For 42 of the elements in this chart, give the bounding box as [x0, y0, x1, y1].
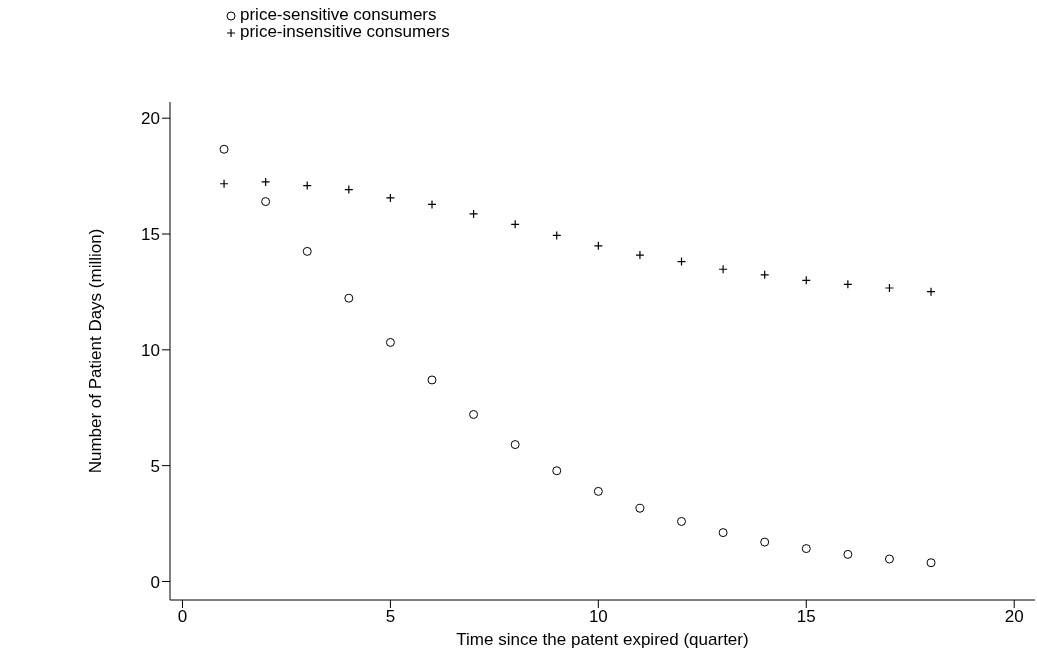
x-tick-label: 5: [385, 607, 396, 627]
y-tick-label: 15: [141, 225, 160, 245]
x-tick-label: 10: [588, 607, 608, 627]
point: [884, 554, 894, 564]
point: [219, 144, 229, 154]
x-axis-title: Time since the patent expired (quarter): [456, 630, 749, 649]
point: [219, 179, 229, 189]
point: [635, 250, 645, 260]
y-tick-label: 0: [150, 572, 160, 592]
y-axis-title: Number of Patient Days (million): [86, 228, 106, 474]
point: [510, 440, 520, 450]
point: [926, 287, 936, 297]
point: [593, 486, 603, 496]
point: [469, 409, 479, 419]
point: [468, 209, 479, 219]
y-tick-label: 20: [141, 109, 160, 129]
point: [843, 279, 853, 289]
point: [843, 549, 853, 559]
point: [261, 177, 271, 187]
point: [261, 197, 271, 207]
point: [718, 264, 728, 274]
y-tick-label: 10: [141, 340, 160, 360]
point: [760, 537, 770, 547]
point: [344, 293, 354, 303]
x-tick-label: 0: [177, 607, 188, 627]
y-tick-label: 5: [150, 456, 160, 476]
point: [302, 246, 312, 256]
x-tick-label: 20: [1004, 607, 1024, 627]
legend-label: price-sensitive consumers: [240, 5, 437, 24]
point: [926, 558, 936, 568]
point: [385, 193, 396, 203]
point: [385, 337, 395, 347]
point: [884, 283, 895, 293]
point: [718, 528, 728, 538]
point: [677, 516, 687, 526]
point: [427, 375, 437, 385]
x-tick-label: 15: [796, 607, 816, 627]
point: [635, 503, 645, 513]
point: [427, 199, 437, 209]
point: [801, 544, 811, 554]
legend-label: price-insensitive consumers: [240, 22, 450, 41]
point: [552, 466, 562, 476]
